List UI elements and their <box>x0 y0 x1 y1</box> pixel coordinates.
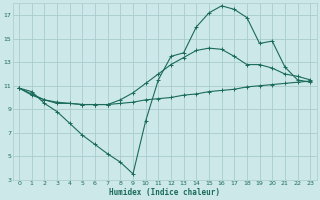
X-axis label: Humidex (Indice chaleur): Humidex (Indice chaleur) <box>109 188 220 197</box>
